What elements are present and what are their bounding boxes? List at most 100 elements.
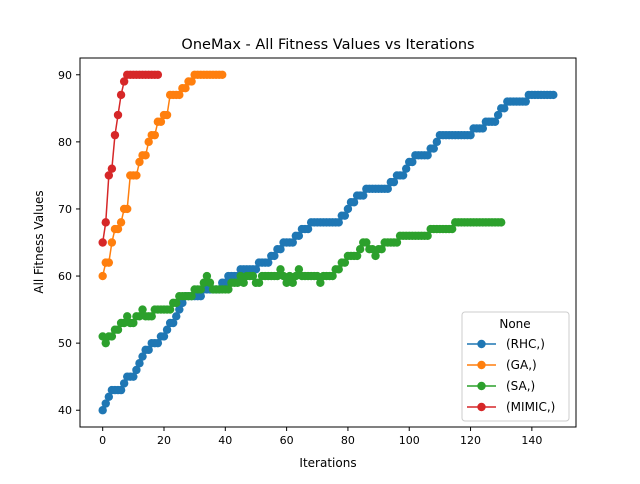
x-tick-label: 140 [521,434,542,447]
data-point-sa [392,238,402,247]
data-point-ga [162,110,172,120]
data-point-sa [352,251,362,261]
data-point-rhc [144,345,153,355]
data-point-sa [294,265,304,274]
legend-title: None [499,317,530,331]
data-point-sa [447,224,457,234]
data-point-rhc [119,379,129,388]
y-axis-label: All Fitness Values [32,190,46,293]
data-point-ga [98,271,107,281]
data-point-sa [273,271,282,281]
data-point-rhc [135,359,144,368]
data-point-ga [150,130,159,140]
legend-swatch-marker [477,360,486,370]
data-point-rhc [478,124,488,133]
y-axis: 40 50 60 70 80 90 [58,69,80,417]
data-point-sa [98,332,107,341]
legend: None (RHC,) (GA,) (SA,) (MIMIC,) [461,311,570,422]
data-point-rhc [408,157,417,167]
series-ga [98,70,227,281]
data-point-sa [362,238,371,247]
data-point-sa [239,278,248,287]
data-point-sa [199,278,209,287]
data-point-rhc [343,204,353,214]
data-point-sa [377,245,386,254]
data-point-sa [355,245,365,254]
data-point-sa [113,325,123,334]
x-tick-label: 60 [280,434,294,447]
data-point-sa [282,278,291,287]
data-point-rhc [493,110,503,120]
data-point-sa [187,291,196,301]
x-axis: 0 20 40 60 80 100 120 140 [99,427,542,447]
data-point-sa [254,278,264,287]
y-tick-label: 40 [58,404,72,417]
data-point-ga [181,83,190,93]
data-point-ga [141,151,150,160]
y-tick-label: 90 [58,69,72,82]
x-axis-label: Iterations [299,456,356,470]
legend-entry-label: (SA,) [506,379,535,393]
series-mimic [98,70,163,247]
data-point-rhc [175,305,184,314]
data-point-sa [172,298,181,308]
data-point-rhc [398,171,408,180]
data-point-sa [316,278,325,287]
data-point-sa [138,305,147,314]
data-point-sa [340,258,350,267]
data-point-ga [113,224,123,234]
data-point-sa [107,332,117,341]
data-point-rhc [466,130,475,140]
legend-entry-label: (RHC,) [506,337,545,351]
data-point-sa [248,271,258,281]
data-point-mimic [153,70,163,79]
legend-swatch-marker [477,339,486,349]
x-tick-label: 0 [99,434,106,447]
data-point-mimic [119,77,129,86]
data-point-sa [123,312,132,321]
data-point-rhc [288,238,297,247]
x-tick-label: 40 [218,434,232,447]
x-tick-label: 120 [460,434,481,447]
data-point-rhc [251,265,261,274]
chart-title: OneMax - All Fitness Values vs Iteration… [181,37,474,53]
data-point-sa [276,265,285,274]
data-point-ga [144,137,153,147]
data-point-rhc [172,312,181,321]
data-point-sa [202,271,212,281]
data-point-sa [147,312,156,321]
series-rhc [98,90,558,415]
data-point-ga [104,258,114,267]
data-point-rhc [162,325,172,334]
data-point-rhc [116,385,126,395]
data-point-rhc [521,97,530,106]
x-tick-label: 100 [399,434,420,447]
data-point-ga [116,218,126,227]
data-point-rhc [383,184,392,194]
data-point-sa [165,305,175,314]
legend-entry-label: (MIMIC,) [506,400,555,414]
data-point-mimic [110,130,120,140]
y-tick-label: 80 [58,136,72,149]
data-point-rhc [389,177,399,187]
data-point-rhc [159,332,169,341]
data-point-rhc [138,352,147,361]
legend-entry-mimic: (MIMIC,) [467,400,555,414]
data-point-sa [129,318,138,328]
x-tick-label: 20 [157,434,171,447]
x-tick-label: 80 [341,434,355,447]
data-point-rhc [340,211,350,220]
data-point-ga [107,238,117,247]
data-point-mimic [116,90,126,100]
data-point-rhc [334,218,343,227]
data-point-rhc [490,117,500,126]
legend-entry-sa: (SA,) [467,379,535,393]
data-point-sa [328,271,337,281]
legend-swatch-marker [477,381,486,391]
data-point-rhc [132,365,141,375]
data-point-rhc [264,258,273,267]
legend-swatch-marker [477,402,486,412]
data-point-rhc [153,338,163,348]
y-tick-label: 70 [58,203,72,216]
